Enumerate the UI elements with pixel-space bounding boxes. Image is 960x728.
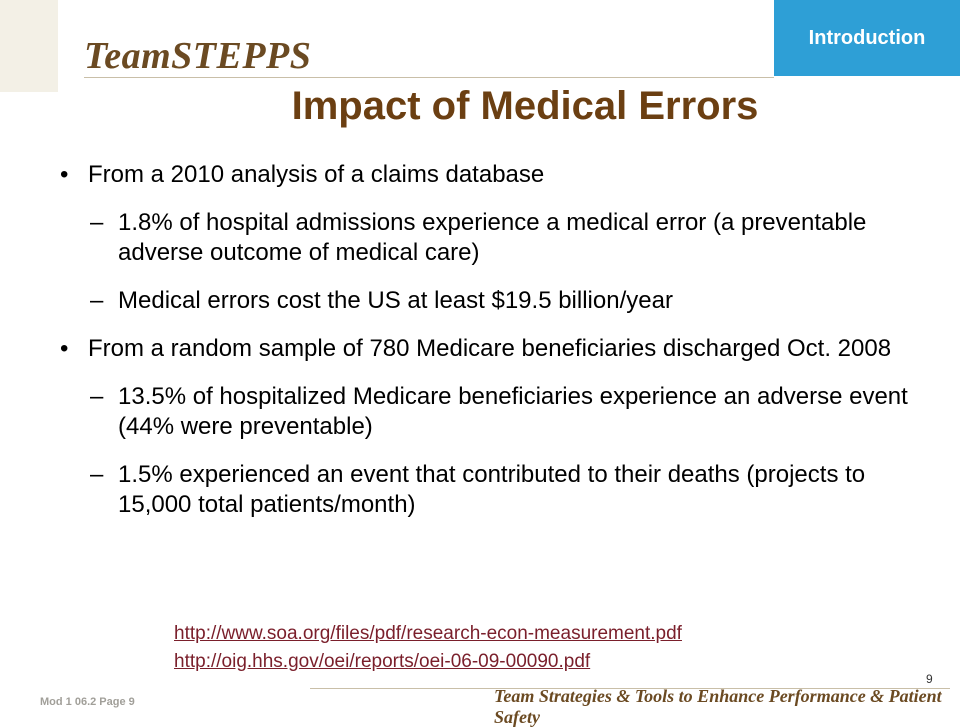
sub-bullet-text: 1.5% experienced an event that contribut…: [118, 461, 866, 518]
dash-icon: –: [90, 461, 104, 488]
slide-body: • From a 2010 analysis of a claims datab…: [60, 160, 930, 538]
sub-bullet-item: – Medical errors cost the US at least $1…: [60, 286, 930, 316]
sub-bullet-text: 1.8% of hospital admissions experience a…: [118, 209, 867, 266]
footer-module-page: Mod 1 06.2 Page 9: [40, 696, 135, 708]
section-tab-label: Introduction: [808, 26, 926, 49]
reference-link-soa[interactable]: http://www.soa.org/files/pdf/research-ec…: [174, 623, 682, 644]
sub-bullet-text: Medical errors cost the US at least $19.…: [118, 287, 673, 314]
reference-link-oig[interactable]: http://oig.hhs.gov/oei/reports/oei-06-09…: [174, 651, 591, 672]
page-number: 9: [926, 672, 933, 686]
dash-icon: –: [90, 287, 104, 314]
bullet-dot-icon: •: [60, 161, 69, 188]
sub-bullet-item: – 1.5% experienced an event that contrib…: [60, 460, 930, 520]
dash-icon: –: [90, 209, 104, 236]
reference-links: http://www.soa.org/files/pdf/research-ec…: [174, 620, 682, 676]
slide-title: Impact of Medical Errors: [291, 84, 759, 128]
bullet-dot-icon: •: [60, 335, 69, 362]
bullet-item: • From a 2010 analysis of a claims datab…: [60, 160, 930, 190]
sub-bullet-item: – 13.5% of hospitalized Medicare benefic…: [60, 382, 930, 442]
section-tab: Introduction: [774, 0, 960, 76]
footer-tagline: Team Strategies & Tools to Enhance Perfo…: [494, 686, 942, 727]
bullet-text: From a 2010 analysis of a claims databas…: [88, 161, 545, 188]
sub-bullet-item: – 1.8% of hospital admissions experience…: [60, 208, 930, 268]
sub-bullet-text: 13.5% of hospitalized Medicare beneficia…: [118, 383, 908, 440]
dash-icon: –: [90, 383, 104, 410]
footer-divider: [310, 688, 950, 689]
bullet-item: • From a random sample of 780 Medicare b…: [60, 334, 930, 364]
brand-logo: TeamSTEPPS: [84, 35, 312, 77]
bullet-text: From a random sample of 780 Medicare ben…: [88, 335, 892, 362]
header-divider: [84, 77, 774, 78]
header-left-strip: [0, 0, 58, 92]
